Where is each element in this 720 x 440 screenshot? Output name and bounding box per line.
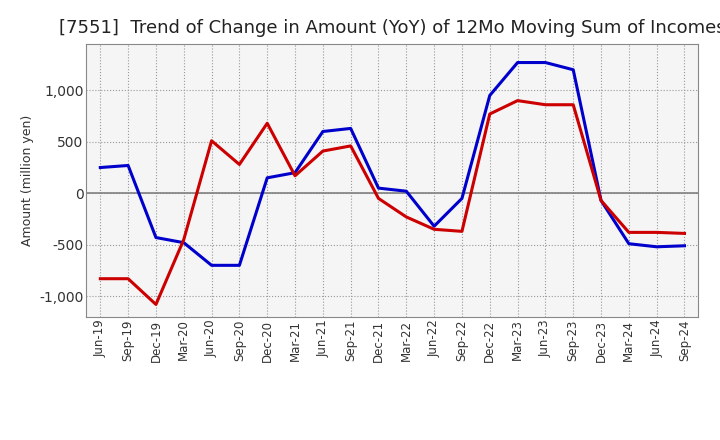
Net Income — [124, 276, 132, 281]
Ordinary Income — [458, 196, 467, 201]
Net Income — [207, 138, 216, 143]
Net Income — [430, 227, 438, 232]
Ordinary Income — [597, 198, 606, 203]
Ordinary Income — [513, 60, 522, 65]
Net Income — [235, 162, 243, 167]
Ordinary Income — [485, 93, 494, 98]
Net Income — [541, 102, 550, 107]
Ordinary Income — [652, 244, 661, 249]
Ordinary Income — [318, 129, 327, 134]
Net Income — [346, 143, 355, 149]
Net Income — [402, 214, 410, 220]
Net Income — [96, 276, 104, 281]
Net Income — [318, 148, 327, 154]
Net Income — [458, 229, 467, 234]
Net Income — [569, 102, 577, 107]
Net Income — [597, 198, 606, 203]
Net Income — [624, 230, 633, 235]
Ordinary Income — [235, 263, 243, 268]
Ordinary Income — [152, 235, 161, 240]
Ordinary Income — [179, 240, 188, 246]
Net Income — [680, 231, 689, 236]
Net Income — [263, 121, 271, 126]
Legend: Ordinary Income, Net Income: Ordinary Income, Net Income — [237, 438, 548, 440]
Ordinary Income — [96, 165, 104, 170]
Ordinary Income — [569, 67, 577, 72]
Y-axis label: Amount (million yen): Amount (million yen) — [21, 115, 34, 246]
Ordinary Income — [346, 126, 355, 131]
Ordinary Income — [263, 175, 271, 180]
Ordinary Income — [402, 189, 410, 194]
Line: Ordinary Income: Ordinary Income — [100, 62, 685, 265]
Net Income — [652, 230, 661, 235]
Ordinary Income — [624, 241, 633, 246]
Ordinary Income — [124, 163, 132, 168]
Ordinary Income — [207, 263, 216, 268]
Ordinary Income — [291, 170, 300, 175]
Net Income — [152, 302, 161, 307]
Net Income — [291, 173, 300, 178]
Ordinary Income — [430, 224, 438, 229]
Ordinary Income — [680, 243, 689, 249]
Net Income — [179, 237, 188, 242]
Net Income — [374, 196, 383, 201]
Title: [7551]  Trend of Change in Amount (YoY) of 12Mo Moving Sum of Incomes: [7551] Trend of Change in Amount (YoY) o… — [59, 19, 720, 37]
Ordinary Income — [374, 186, 383, 191]
Net Income — [513, 98, 522, 103]
Line: Net Income: Net Income — [100, 101, 685, 304]
Ordinary Income — [541, 60, 550, 65]
Net Income — [485, 111, 494, 117]
